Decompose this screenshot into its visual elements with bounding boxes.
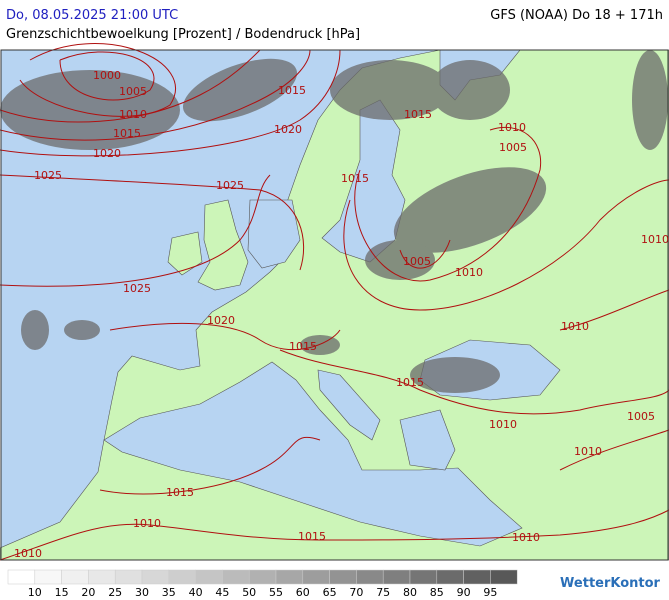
legend-swatch: [248, 569, 277, 585]
isobar-label: 1010: [455, 266, 483, 279]
legend-label: 95: [483, 586, 497, 599]
legend-swatch: [329, 569, 357, 585]
legend-label: 30: [135, 586, 149, 599]
isobar-label: 1010: [133, 517, 161, 530]
isobar-label: 1015: [289, 340, 317, 353]
legend-label: 55: [269, 586, 283, 599]
legend-label: 65: [323, 586, 337, 599]
legend-swatch: [436, 569, 464, 585]
aegean-sea: [399, 409, 456, 471]
isobar-label: 1000: [93, 69, 121, 82]
isobar-label: 1015: [396, 376, 424, 389]
isobar-label: 1010: [641, 233, 669, 246]
map-frame: [0, 49, 669, 561]
isobar-label: 1020: [93, 147, 121, 160]
legend-swatch: [356, 569, 384, 585]
legend-swatch: [490, 569, 518, 585]
isobar-label: 1015: [166, 486, 194, 499]
isobar-label: 1015: [404, 108, 432, 121]
legend-label: 10: [28, 586, 42, 599]
legend-swatch: [382, 569, 411, 585]
legend-label: 80: [403, 586, 417, 599]
legend-swatch: [168, 569, 196, 585]
isobar-label: 1010: [574, 445, 602, 458]
isobar-label: 1015: [278, 84, 306, 97]
legend-label: 45: [215, 586, 229, 599]
isobar-label: 1010: [119, 108, 147, 121]
isobar-label: 1015: [341, 172, 369, 185]
mediterranean-sea: [103, 361, 523, 547]
isobar-label: 1025: [123, 282, 151, 295]
legend-swatch: [302, 569, 330, 585]
legend-label: 75: [376, 586, 390, 599]
legend-swatch: [463, 569, 491, 585]
isobar-label: 1025: [34, 169, 62, 182]
isobar-label: 1010: [489, 418, 517, 431]
legend-label: 90: [457, 586, 471, 599]
land-ireland: [167, 231, 203, 276]
datetime: Do, 08.05.2025 21:00 UTC: [6, 8, 178, 23]
legend-swatch: [195, 569, 223, 585]
clouds: [0, 50, 668, 393]
north-sea: [247, 199, 301, 269]
legend-swatch: [114, 569, 143, 585]
map-area: [0, 43, 669, 561]
legend-swatch: [409, 569, 438, 585]
legend-swatch: [222, 569, 250, 585]
isobar-label: 1020: [207, 314, 235, 327]
isobar-label: 1015: [113, 127, 141, 140]
logo: WetterKontor: [560, 576, 661, 591]
legend-label: 85: [430, 586, 444, 599]
isobars: [0, 43, 669, 561]
isobar-label: 1010: [498, 121, 526, 134]
model-run: GFS (NOAA) Do 18 + 171h: [490, 8, 663, 23]
isobar-label: 1025: [216, 179, 244, 192]
isobar-label: 1020: [274, 123, 302, 136]
legend-swatch: [141, 569, 170, 585]
legend-label: 20: [81, 586, 95, 599]
isobar-label: 1005: [119, 85, 147, 98]
legend-label: 15: [55, 586, 69, 599]
isobar-label: 1015: [298, 530, 326, 543]
isobar-label: 1010: [561, 320, 589, 333]
legend-label: 40: [189, 586, 203, 599]
isobar-label: 1005: [499, 141, 527, 154]
land-britain: [197, 199, 249, 291]
legend-label: 25: [108, 586, 122, 599]
legend-label: 70: [349, 586, 363, 599]
legend-label: 50: [242, 586, 256, 599]
legend-swatch: [275, 569, 304, 585]
isobar-label: 1005: [627, 410, 655, 423]
isobar-label: 1005: [403, 255, 431, 268]
legend-label: 35: [162, 586, 176, 599]
legend-swatch: [7, 569, 36, 585]
legend-swatch: [34, 569, 62, 585]
legend-swatch: [61, 569, 89, 585]
isobar-label: 1010: [14, 547, 42, 560]
subtitle: Grenzschichtbewoelkung [Prozent] / Boden…: [6, 27, 360, 42]
legend-swatch: [88, 569, 116, 585]
isobar-label: 1010: [512, 531, 540, 544]
adriatic-sea: [317, 369, 381, 441]
legend-label: 60: [296, 586, 310, 599]
